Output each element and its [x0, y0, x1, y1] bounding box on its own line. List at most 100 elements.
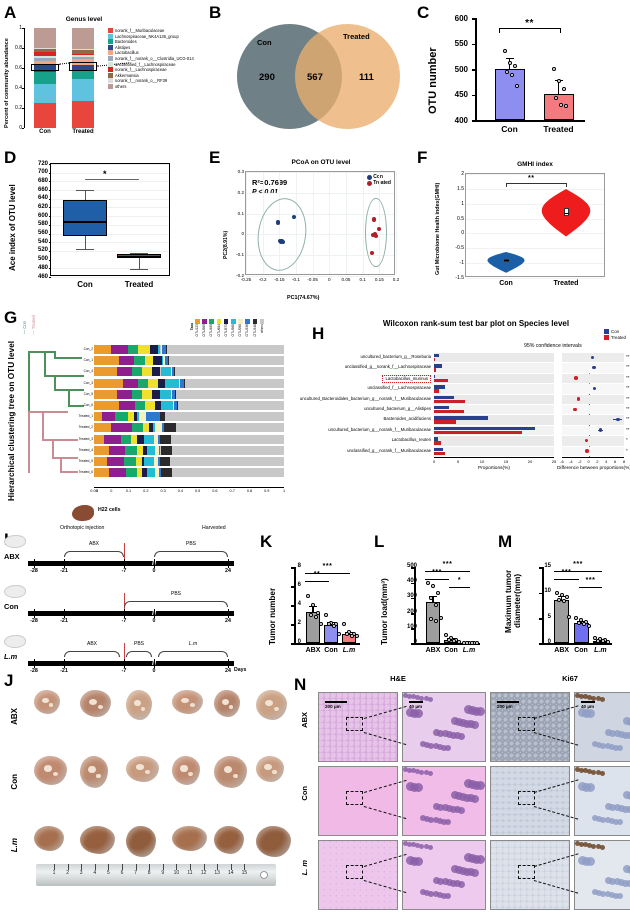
ruler-tick — [54, 864, 55, 870]
panel-h-star: ** — [626, 354, 630, 359]
panel-j-tumor-nodule — [53, 771, 59, 776]
panel-g-dendrogram-branch — [42, 411, 44, 439]
panel-g-dendrogram-branch — [42, 439, 52, 441]
panel-n-cell — [579, 693, 585, 699]
panel-a-legend-label: Bacteroides — [115, 39, 137, 45]
axis-ytick: 100 — [406, 623, 417, 630]
panel-n-cell — [419, 843, 425, 849]
panel-f-ytick: -1.5 — [455, 275, 464, 281]
axis-ytick: 0 — [413, 638, 417, 645]
panel-j-tumor-nodule — [141, 706, 146, 711]
data-point — [564, 594, 569, 599]
bar — [554, 600, 570, 644]
table-row: unclassified_g__norank_f__Lachnospiracea… — [345, 363, 554, 373]
table-row: Con_1 — [84, 356, 284, 366]
panel-i-treatment-label: L.m — [188, 641, 198, 647]
ruler-tick — [203, 864, 205, 870]
panel-h-bar-treated — [434, 389, 439, 393]
panel-n-cell — [433, 877, 441, 885]
panel-i-days-label: Days — [234, 667, 247, 673]
significance-tick — [499, 28, 501, 33]
panel-j-tumor-nodule — [181, 697, 190, 703]
data-point — [584, 619, 588, 624]
panel-n-cell — [616, 819, 623, 826]
panel-e-gridline-h — [246, 192, 394, 194]
axis-xtick: L.m — [342, 647, 356, 654]
panel-j-tumor-specimen — [214, 690, 240, 717]
panel-n-cell — [415, 769, 421, 775]
panel-n-cell — [415, 695, 421, 701]
panel-g-bar-segment — [116, 367, 132, 377]
ruler-number: 11 — [187, 870, 193, 876]
panel-e-point — [279, 239, 284, 244]
data-point — [456, 639, 461, 644]
panel-e-xtick: 0.15 — [374, 277, 384, 282]
data-point — [426, 580, 430, 585]
significance-stars: *** — [573, 561, 583, 568]
panel-d-gridline — [51, 242, 169, 244]
panel-h-xtick-right: -6 — [560, 459, 564, 464]
panel-e-point — [373, 233, 379, 238]
ruler-number: 8 — [147, 870, 151, 876]
table-row: **0.005075 — [562, 405, 630, 415]
panel-g-bar-segment — [118, 356, 134, 366]
significance-line — [499, 28, 560, 30]
panel-n-micrograph — [318, 840, 398, 910]
panel-n-cell — [411, 768, 417, 774]
data-point — [600, 639, 605, 644]
significance-line — [305, 573, 350, 575]
panel-i-tick — [34, 559, 36, 568]
panel-g-bar-segment — [161, 468, 172, 478]
panel-e-ellipse-treated — [365, 198, 387, 267]
panel-n-cell — [625, 732, 630, 740]
data-point — [557, 597, 562, 602]
panel-h-bar-con — [434, 447, 443, 451]
panel-l-ylabel: Tumor load(mm³) — [380, 578, 389, 645]
panel-f-gridline — [466, 248, 604, 250]
panel-g-row-label: Con_4 — [83, 369, 93, 374]
panel-h-bar-con — [434, 385, 446, 389]
legend-swatch-icon — [209, 319, 214, 324]
data-point — [308, 612, 313, 617]
panel-g-bar-segment — [170, 434, 284, 444]
panel-g-taxa-item: OTU098 — [238, 319, 243, 336]
panel-f-median — [563, 212, 569, 214]
bar — [543, 93, 574, 121]
bar — [494, 69, 525, 121]
panel-a-bar-segment — [72, 50, 94, 54]
panel-i-tick — [124, 559, 126, 568]
panel-g-bar-segment — [169, 356, 284, 366]
panel-n-cell — [617, 805, 625, 813]
panel-n-cell — [591, 769, 597, 775]
table-row: **0.005075 — [562, 394, 630, 404]
panel-g-bar-segment — [151, 367, 161, 377]
panel-f-ytick: 2 — [461, 171, 464, 177]
table-row: uncultured_bacterium_g__Alistipes — [364, 405, 554, 415]
panel-g-bar-segment — [160, 345, 163, 354]
venn-count-con-only: 290 — [259, 72, 275, 83]
panel-g-taxa-label: OTU573 — [223, 323, 228, 336]
panel-e-xtick: 0.1 — [359, 277, 366, 282]
panel-g-taxa-label: OTU560 — [202, 323, 207, 336]
panel-n-scalebar-label: 200 µm — [497, 704, 513, 709]
panel-d-whisker — [84, 236, 86, 249]
panel-n-cell — [621, 731, 629, 739]
axis-ytick: 600 — [454, 13, 468, 23]
panel-d-ytick-mark — [48, 198, 51, 200]
panel-k-plot: 8 6 4 2 0 ABX Con L.m *** ** — [290, 563, 360, 654]
panel-l-tumor-load: L Tumor load(mm³) 500 400 300 200 100 0 ABX Con… — [372, 533, 494, 668]
panel-a-bar-segment — [34, 28, 56, 48]
panel-n-cell — [457, 807, 465, 815]
panel-g-bar-segment — [142, 389, 152, 399]
panel-f-violin — [487, 251, 525, 273]
data-point — [561, 86, 566, 91]
panel-n-cell — [604, 743, 611, 750]
panel-e-title: PCoA on OTU level — [291, 159, 351, 166]
panel-e-gridline-h — [246, 172, 394, 173]
panel-g-bar-segment — [178, 378, 181, 388]
panel-n-cell — [436, 818, 443, 824]
panel-g-dendrogram-branch — [76, 375, 84, 377]
panel-i-brace — [64, 651, 120, 657]
panel-h-xtick-left: 25 — [551, 459, 557, 464]
